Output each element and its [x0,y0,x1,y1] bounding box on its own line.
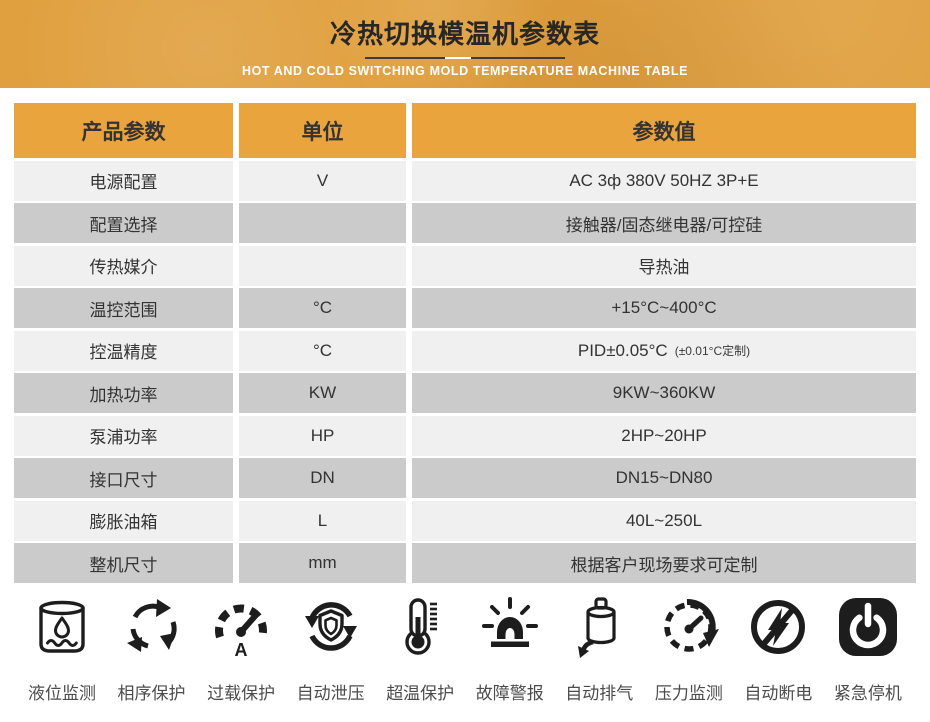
unit-cell: L [239,500,406,541]
feature-item: 液位监测 [20,595,104,704]
value-cell: PID±0.05°C (±0.01°C定制) [412,330,916,371]
feature-label: 紧急停机 [833,684,902,703]
param-cell: 加热功率 [14,373,233,413]
feature-item: 自动排气 [557,595,641,704]
feature-label: 过载保护 [207,684,276,703]
table-row: 接口尺寸 DN DN15~DN80 [14,458,916,498]
unit-cell [239,203,406,243]
pressure-gauge-icon [664,598,719,652]
feature-item: 自动断电 [736,595,820,704]
column-header-value: 参数值 [412,103,916,158]
unit-cell: °C [239,330,406,371]
unit-cell: KW [239,373,406,413]
table-row: 传热媒介 导热油 [14,245,916,286]
table-row: 整机尺寸 mm 根据客户现场要求可定制 [14,543,916,583]
value-cell: 2HP~20HP [412,415,916,456]
value-cell: +15°C~400°C [412,288,916,328]
table-row: 温控范围 °C +15°C~400°C [14,288,916,328]
feature-label: 自动断电 [744,684,813,703]
feature-item: 超温保护 [378,595,462,704]
feature-label: 自动排气 [565,684,634,703]
banner: 冷热切换模温机参数表 HOT AND COLD SWITCHING MOLD T… [0,0,930,88]
param-cell: 膨胀油箱 [14,500,233,541]
table-row: 泵浦功率 HP 2HP~20HP [14,415,916,456]
value-cell: 导热油 [412,245,916,286]
param-cell: 泵浦功率 [14,415,233,456]
value-cell: DN15~DN80 [412,458,916,498]
unit-cell: V [239,160,406,201]
table-row: 加热功率 KW 9KW~360KW [14,373,916,413]
value-cell: 接触器/固态继电器/可控硅 [412,203,916,243]
param-cell: 温控范围 [14,288,233,328]
title-divider [365,57,565,59]
param-cell: 整机尺寸 [14,543,233,583]
page-title: 冷热切换模温机参数表 [329,19,600,49]
value-cell: 40L~250L [412,500,916,541]
table-header-row: 产品参数 单位 参数值 [14,103,916,158]
gauge-letter: A [235,640,248,659]
value-cell: AC 3ф 380V 50HZ 3P+E [412,160,916,201]
value-cell: 根据客户现场要求可定制 [412,543,916,583]
column-header-unit: 单位 [239,103,406,158]
overload-gauge-icon: A [215,604,268,659]
table-row: 控温精度 °C PID±0.05°C (±0.01°C定制) [14,330,916,371]
feature-item: 故障警报 [468,595,552,704]
power-cut-icon [751,600,806,654]
param-cell: 配置选择 [14,203,233,243]
thermometer-icon [405,598,438,655]
feature-label: 液位监测 [28,684,96,703]
feature-item: 紧急停机 [826,595,910,704]
param-cell: 传热媒介 [14,245,233,286]
emergency-stop-icon [838,598,897,656]
column-header-param: 产品参数 [14,103,233,158]
table-row: 膨胀油箱 L 40L~250L [14,500,916,541]
spec-table: 产品参数 单位 参数值 电源配置 V AC 3ф 380V 50HZ 3P+E … [14,103,916,583]
unit-cell: HP [239,415,406,456]
value-cell: 9KW~360KW [412,373,916,413]
liquid-level-icon [39,600,85,653]
feature-label: 压力监测 [654,684,723,703]
param-cell: 电源配置 [14,160,233,201]
feature-label: 自动泄压 [296,684,365,703]
unit-cell [239,245,406,286]
feature-label: 超温保护 [386,684,455,703]
feature-label: 相序保护 [117,684,186,703]
feature-item: 自动泄压 [289,595,373,704]
exhaust-valve-icon [578,597,616,658]
table-row: 配置选择 接触器/固态继电器/可控硅 [14,203,916,243]
feature-item: A 过载保护 [199,595,283,704]
phase-sequence-icon [126,599,177,652]
alarm-beacon-icon [481,597,538,647]
table-row: 电源配置 V AC 3ф 380V 50HZ 3P+E [14,160,916,201]
feature-label: 故障警报 [475,684,544,703]
feature-item: 相序保护 [110,595,194,704]
feature-list: 液位监测 相序保护 A 过载保护 [20,595,910,704]
feature-item: 压力监测 [647,595,731,704]
param-cell: 控温精度 [14,330,233,371]
unit-cell: DN [239,458,406,498]
unit-cell: °C [239,288,406,328]
pressure-relief-shield-icon [304,602,357,651]
param-cell: 接口尺寸 [14,458,233,498]
page-subtitle: HOT AND COLD SWITCHING MOLD TEMPERATURE … [241,64,689,78]
unit-cell: mm [239,543,406,583]
